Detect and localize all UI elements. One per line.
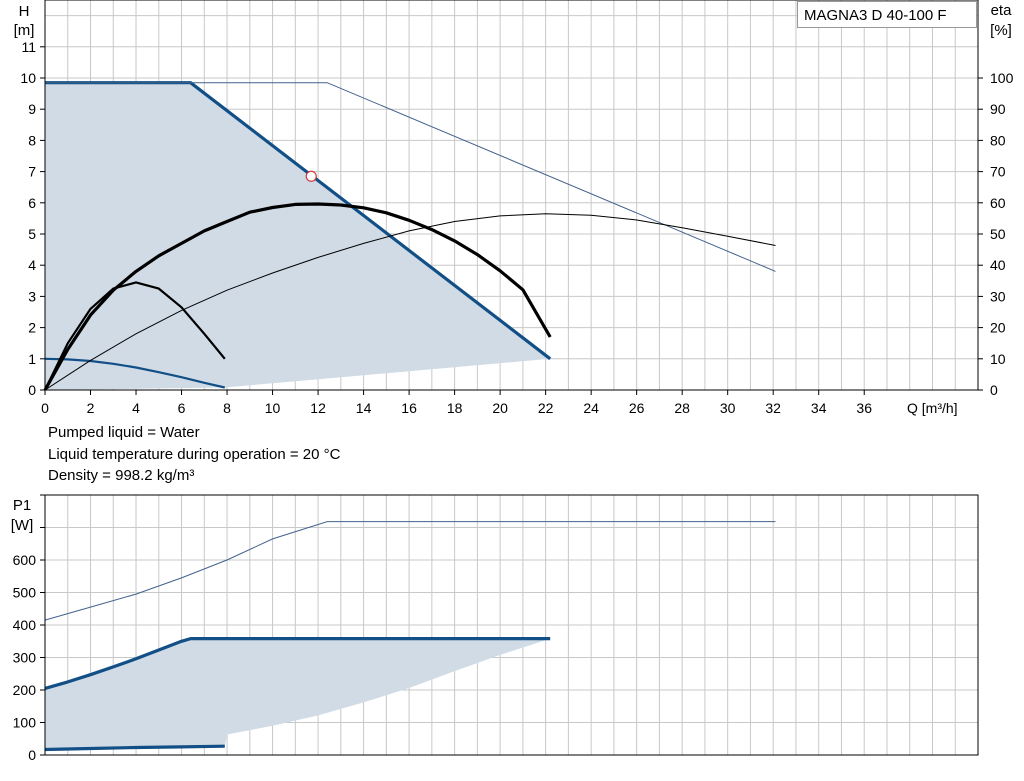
flow-tick-label: 32 xyxy=(765,400,781,416)
operating-region-area xyxy=(45,82,551,390)
head-tick-label: 1 xyxy=(28,351,36,367)
head-tick-label: 7 xyxy=(28,164,36,180)
efficiency-twin-curve xyxy=(44,213,776,391)
flow-axis-title: Q [m³/h] xyxy=(907,400,958,416)
head-axis-title: H xyxy=(19,3,30,20)
head-tick-label: 6 xyxy=(28,195,36,211)
flow-tick-label: 30 xyxy=(720,400,736,416)
power-tick-label: 400 xyxy=(13,617,37,633)
power-region-area xyxy=(45,638,551,750)
head-tick-label: 3 xyxy=(28,288,36,304)
head-tick-label: 8 xyxy=(28,132,36,148)
twin-head-curve xyxy=(45,82,776,272)
power-tick-label: 500 xyxy=(13,585,37,601)
eta-axis-title: eta xyxy=(991,2,1013,19)
pumped-liquid-text: Pumped liquid = Water xyxy=(48,424,200,441)
flow-tick-label: 26 xyxy=(629,400,645,416)
power-tick-label: 100 xyxy=(13,715,37,731)
power-chart-axes: 0 100 200 300 400 500 600 xyxy=(13,494,979,763)
head-tick-label: 5 xyxy=(28,226,36,242)
head-tick-label: 11 xyxy=(21,39,36,55)
min-head-curve xyxy=(44,357,226,389)
max-power-curve xyxy=(44,637,551,690)
head-chart-grid xyxy=(45,0,978,390)
flow-tick-label: 4 xyxy=(132,400,140,416)
flow-tick-label: 24 xyxy=(583,400,599,416)
head-tick-label: 10 xyxy=(20,70,36,86)
flow-tick-label: 0 xyxy=(41,400,49,416)
power-tick-label: 600 xyxy=(13,552,37,568)
flow-tick-label: 8 xyxy=(223,400,231,416)
flow-tick-label: 2 xyxy=(87,400,95,416)
eta-tick-label: 100 xyxy=(990,70,1014,86)
efficiency-max-curve xyxy=(43,202,552,391)
head-tick-label: 2 xyxy=(28,320,36,336)
head-tick-label: 9 xyxy=(28,101,36,117)
flow-tick-label: 12 xyxy=(310,400,326,416)
eta-tick-label: 60 xyxy=(990,195,1006,211)
model-label: MAGNA3 D 40-100 F xyxy=(797,1,977,28)
eta-axis-unit: [%] xyxy=(990,22,1012,39)
min-power-curve xyxy=(44,744,225,752)
flow-tick-label: 10 xyxy=(265,400,281,416)
eta-tick-label: 10 xyxy=(990,351,1006,367)
flow-tick-label: 22 xyxy=(538,400,554,416)
power-chart-series xyxy=(44,521,776,752)
eta-tick-label: 20 xyxy=(990,320,1006,336)
head-tick-label: 4 xyxy=(28,257,36,273)
head-tick-label: 0 xyxy=(28,382,36,398)
flow-tick-label: 34 xyxy=(811,400,827,416)
eta-tick-label: 80 xyxy=(990,132,1006,148)
operating-point-marker xyxy=(305,170,317,182)
twin-power-curve xyxy=(44,521,776,621)
flow-tick-label: 6 xyxy=(178,400,186,416)
head-plot-frame xyxy=(44,0,979,391)
head-axis-unit: [m] xyxy=(14,22,35,39)
efficiency-min-curve xyxy=(44,281,226,391)
power-axis-unit: [W] xyxy=(11,517,34,534)
flow-tick-label: 28 xyxy=(674,400,690,416)
eta-tick-label: 70 xyxy=(990,164,1006,180)
eta-tick-label: 0 xyxy=(990,382,998,398)
power-tick-label: 300 xyxy=(13,650,37,666)
liquid-temperature-text: Liquid temperature during operation = 20… xyxy=(48,446,341,463)
flow-tick-label: 14 xyxy=(356,400,372,416)
flow-tick-label: 18 xyxy=(447,400,463,416)
power-tick-label: 0 xyxy=(28,747,36,763)
eta-tick-label: 40 xyxy=(990,257,1006,273)
eta-tick-label: 50 xyxy=(990,226,1006,242)
power-axis-title: P1 xyxy=(13,497,31,514)
flow-tick-label: 36 xyxy=(856,400,872,416)
flow-tick-label: 16 xyxy=(401,400,417,416)
head-chart-series xyxy=(43,81,776,391)
flow-tick-label: 20 xyxy=(492,400,508,416)
eta-tick-label: 30 xyxy=(990,288,1006,304)
power-tick-label: 200 xyxy=(13,682,37,698)
density-text: Density = 998.2 kg/m³ xyxy=(48,467,195,484)
eta-tick-label: 90 xyxy=(990,101,1006,117)
